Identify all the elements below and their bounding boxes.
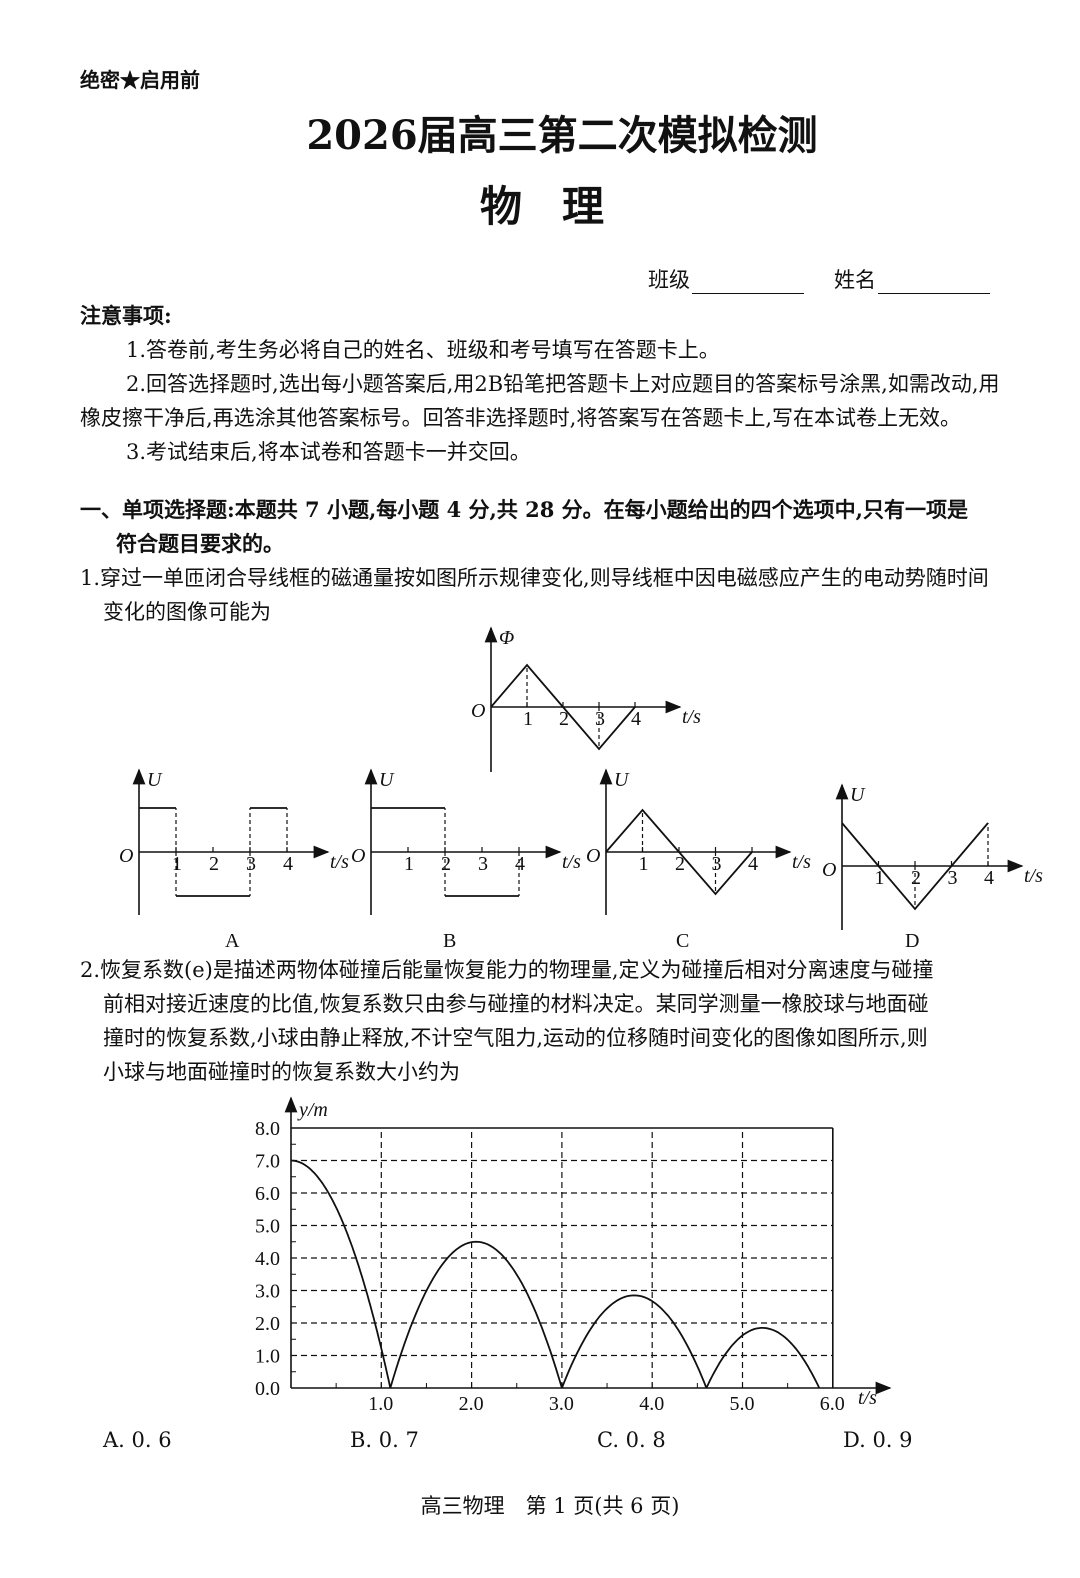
option-c: C. 0. 8 [597, 1428, 666, 1452]
y-tick-label: 7.0 [255, 1151, 280, 1173]
subject-title: 物理 [479, 182, 644, 231]
y-axis-label: U [147, 769, 163, 791]
y-axis-label: y/m [297, 1099, 328, 1121]
x-tick-label: 1 [523, 708, 533, 730]
graph-caption-A: A [225, 930, 240, 952]
x-tick-label: 3 [595, 708, 605, 730]
y-tick-label: 4.0 [255, 1248, 280, 1270]
x-tick-label: 4 [515, 853, 525, 875]
option-d: D. 0. 9 [843, 1428, 913, 1452]
name-blank [878, 271, 990, 294]
y-axis-label: U [614, 769, 630, 791]
confidential-label: 绝密★启用前 [80, 68, 200, 92]
trajectory-segment [389, 1240, 563, 1389]
graph-caption-B: B [443, 930, 456, 952]
trajectory-segment [705, 1327, 821, 1389]
x-tick-label: 6.0 [820, 1393, 845, 1415]
y-axis-label: Φ [499, 627, 514, 649]
graph-line [605, 808, 753, 896]
graph-caption-D: D [905, 930, 919, 952]
class-label: 班级 [648, 268, 690, 292]
note-line: 橡皮擦干净后,再选涂其他答案标号。回答非选择题时,将答案写在答题卡上,写在本试卷… [80, 406, 962, 430]
x-axis-label: t/s [858, 1387, 877, 1409]
x-tick-label: 2 [209, 853, 219, 875]
note-line: 2.回答选择题时,选出每小题答案后,用2B铅笔把答题卡上对应题目的答案标号涂黑,… [126, 372, 1000, 396]
y-axis-label: U [379, 769, 395, 791]
x-tick-label: 2 [911, 867, 921, 889]
origin-label: O [119, 845, 133, 867]
x-tick-label: 1 [172, 853, 182, 875]
x-tick-label: 1 [404, 853, 414, 875]
class-blank [692, 271, 804, 294]
name-field: 姓名 [834, 266, 990, 294]
question-2-text: 撞时的恢复系数,小球由静止释放,不计空气阻力,运动的位移随时间变化的图像如图所示… [103, 1026, 928, 1050]
x-axis-label: t/s [682, 706, 701, 728]
x-tick-label: 4 [748, 853, 758, 875]
x-tick-label: 5.0 [730, 1393, 755, 1415]
x-tick-label: 1 [639, 853, 649, 875]
question-1-text: 变化的图像可能为 [103, 600, 271, 624]
option-a: A. 0. 6 [103, 1428, 172, 1452]
y-tick-label: 1.0 [255, 1346, 280, 1368]
option-b: B. 0. 7 [350, 1428, 419, 1452]
x-tick-label: 3 [948, 867, 958, 889]
graph-line [490, 663, 636, 751]
section-heading: 一、单项选择题:本题共 7 小题,每小题 4 分,共 28 分。在每小题给出的四… [80, 497, 968, 522]
graph-caption-C: C [676, 930, 689, 952]
trajectory-segment [561, 1294, 708, 1389]
x-tick-label: 4 [283, 853, 293, 875]
x-tick-label: 3 [712, 853, 722, 875]
y-tick-label: 0.0 [255, 1378, 280, 1400]
origin-label: O [586, 845, 600, 867]
note-line: 1.答卷前,考生务必将自己的姓名、班级和考号填写在答题卡上。 [126, 338, 720, 362]
x-tick-label: 4.0 [639, 1393, 664, 1415]
x-tick-label: 4 [631, 708, 641, 730]
x-tick-label: 1 [875, 867, 885, 889]
x-tick-label: 2 [441, 853, 451, 875]
name-label: 姓名 [834, 268, 876, 292]
question-2-text: 2.恢复系数(e)是描述两物体碰撞后能量恢复能力的物理量,定义为碰撞后相对分离速… [80, 958, 934, 982]
x-axis-label: t/s [330, 851, 349, 873]
origin-label: O [471, 700, 485, 722]
x-tick-label: 3 [478, 853, 488, 875]
class-field: 班级 [648, 266, 804, 294]
x-tick-label: 2.0 [459, 1393, 484, 1415]
question-2-text: 前相对接近速度的比值,恢复系数只由参与碰撞的材料决定。某同学测量一橡胶球与地面碰 [103, 992, 929, 1016]
x-tick-label: 3 [246, 853, 256, 875]
x-tick-label: 1.0 [368, 1393, 393, 1415]
trajectory-segment [290, 1159, 392, 1389]
page-footer: 高三物理 第 1 页(共 6 页) [420, 1494, 680, 1518]
x-axis-label: t/s [562, 851, 581, 873]
origin-label: O [351, 845, 365, 867]
y-tick-label: 8.0 [255, 1118, 280, 1140]
question-2-text: 小球与地面碰撞时的恢复系数大小约为 [103, 1060, 460, 1084]
y-tick-label: 3.0 [255, 1281, 280, 1303]
exam-title: 2026届高三第二次模拟检测 [306, 112, 818, 159]
y-tick-label: 6.0 [255, 1183, 280, 1205]
x-tick-label: 3.0 [549, 1393, 574, 1415]
notes-heading: 注意事项: [80, 303, 172, 328]
x-tick-label: 2 [559, 708, 569, 730]
note-line: 3.考试结束后,将本试卷和答题卡一并交回。 [126, 440, 531, 464]
y-axis-label: U [850, 784, 866, 806]
y-tick-label: 2.0 [255, 1313, 280, 1335]
x-axis-label: t/s [1024, 865, 1043, 887]
section-heading: 符合题目要求的。 [116, 531, 284, 556]
y-tick-label: 5.0 [255, 1216, 280, 1238]
origin-label: O [822, 859, 836, 881]
x-axis-label: t/s [792, 851, 811, 873]
question-1-text: 1.穿过一单匝闭合导线框的磁通量按如图所示规律变化,则导线框中因电磁感应产生的电… [80, 566, 989, 590]
x-tick-label: 4 [984, 867, 994, 889]
x-tick-label: 2 [675, 853, 685, 875]
